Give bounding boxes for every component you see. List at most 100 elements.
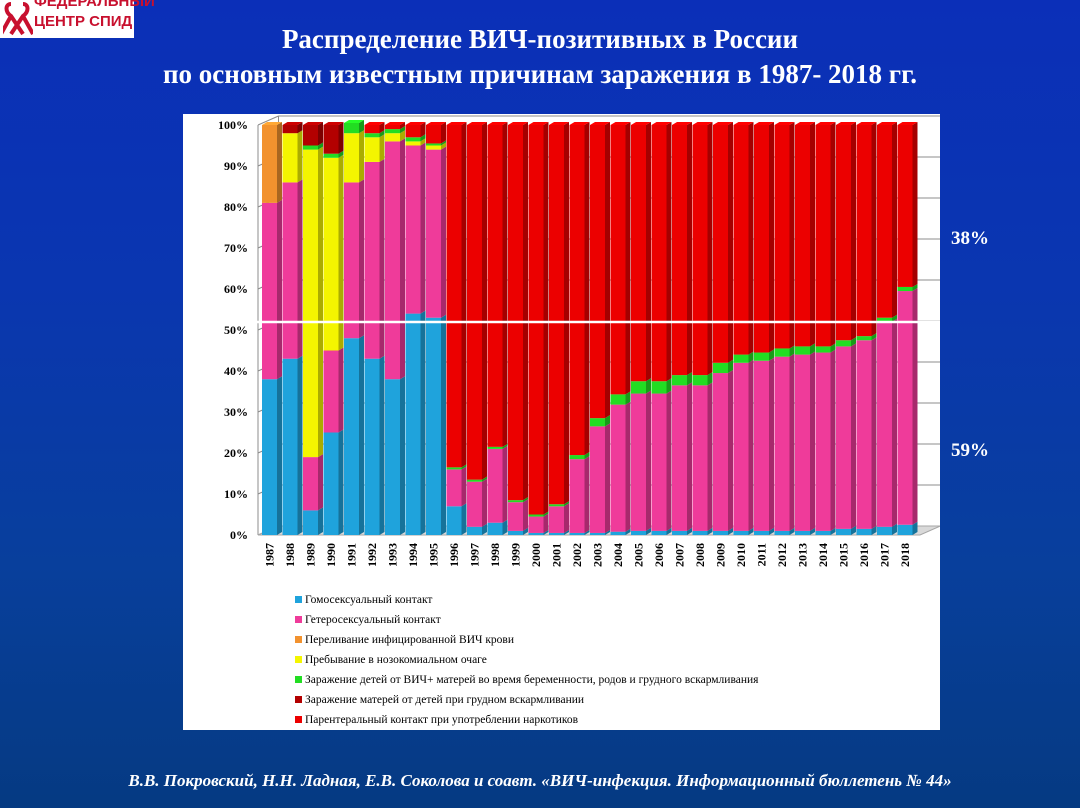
bar-segment-side — [830, 343, 836, 353]
bar-segment-mtc — [303, 145, 318, 150]
bar-segment-homo — [795, 530, 810, 535]
legend-item-drugs: Парентеральный контакт при употреблении … — [295, 710, 758, 730]
bar-segment-drugs — [446, 125, 462, 468]
x-tick-label: 2010 — [734, 543, 748, 567]
bar-top — [282, 122, 303, 125]
x-tick-label: 2001 — [550, 543, 564, 567]
x-tick-label: 2006 — [652, 543, 666, 567]
bar-segment-side — [605, 423, 610, 533]
bar-segment-hetero — [323, 350, 339, 433]
bar-segment-drugs — [754, 125, 769, 353]
bar-segment-side — [810, 527, 815, 535]
bar-segment-nosocomial — [426, 145, 441, 150]
legend-label: Гетеросексуальный контакт — [305, 614, 441, 626]
bar-segment-drugs — [795, 125, 810, 347]
bar-segment-ctm — [282, 125, 298, 134]
bar-top — [364, 122, 385, 125]
bar-segment-homo — [446, 506, 462, 535]
bar-segment-side — [851, 343, 856, 529]
title-line1: Распределение ВИЧ-позитивных в России — [281, 24, 799, 54]
bar-segment-mtc — [549, 504, 564, 507]
y-tick-label: 90% — [224, 159, 248, 173]
bar-segment-homo — [385, 379, 400, 535]
bar-segment-homo — [877, 526, 892, 535]
bar-segment-side — [728, 527, 733, 535]
bar-segment-side — [625, 528, 631, 535]
bar-segment-side — [605, 122, 610, 419]
x-tick-label: 1997 — [468, 543, 482, 567]
bar-segment-hetero — [856, 340, 872, 529]
bar-segment-side — [646, 122, 651, 382]
bar-segment-side — [769, 349, 774, 361]
bar-segment-mtc — [344, 122, 359, 134]
bar-segment-drugs — [877, 125, 892, 318]
bar-segment-hetero — [446, 469, 462, 507]
bar-segment-mtc — [692, 375, 708, 386]
bar-top — [344, 119, 364, 123]
bar-segment-mtc — [426, 143, 441, 146]
bar-top — [754, 122, 774, 125]
bar-top — [385, 122, 405, 125]
bar-segment-hetero — [508, 502, 523, 531]
x-tick-label: 1995 — [427, 543, 441, 567]
bar-segment-side — [441, 146, 446, 318]
bar-segment-homo — [262, 379, 277, 535]
x-tick-label: 2016 — [857, 543, 871, 567]
bar-segment-side — [564, 529, 569, 535]
bar-top — [262, 122, 282, 125]
bar-segment-nosocomial — [303, 149, 318, 458]
bar-segment-homo — [303, 510, 318, 535]
bar-segment-mtc — [590, 418, 605, 427]
bar-segment-side — [277, 199, 282, 380]
x-tick-label: 2013 — [796, 543, 810, 567]
y-tick-label: 30% — [224, 405, 248, 419]
bar-segment-side — [646, 390, 651, 531]
bar-segment-mtc — [795, 346, 810, 355]
bar-segment-side — [687, 527, 692, 535]
legend-item-ctm: Заражение матерей от детей при грудном в… — [295, 690, 758, 710]
bar-segment-homo — [836, 528, 851, 535]
bar-segment-side — [502, 443, 508, 449]
bar-top — [672, 122, 692, 125]
bar-segment-side — [420, 134, 426, 142]
x-tick-label: 2007 — [673, 543, 687, 567]
bar-segment-homo — [610, 531, 626, 535]
y-tick-label: 80% — [224, 200, 248, 214]
bar-segment-side — [851, 122, 856, 341]
bar-segment-drugs — [569, 125, 585, 456]
x-tick-label: 1993 — [386, 543, 400, 567]
y-tick-label: 50% — [224, 323, 248, 337]
bar-top — [487, 122, 508, 125]
bar-segment-side — [359, 130, 364, 183]
bar-segment-side — [666, 122, 672, 382]
bar-segment-side — [666, 390, 672, 531]
bar-top — [446, 122, 467, 125]
legend-label: Гомосексуальный контакт — [305, 594, 433, 606]
bar-top — [610, 122, 631, 125]
x-tick-label: 2009 — [714, 543, 728, 567]
bar-segment-drugs — [836, 125, 851, 341]
gridline — [257, 115, 279, 126]
bar-segment-side — [461, 122, 467, 468]
bar-segment-side — [564, 122, 569, 505]
bar-segment-side — [441, 140, 446, 146]
bar-segment-side — [728, 122, 733, 363]
bar-top — [692, 122, 713, 125]
y-tick-label: 60% — [224, 282, 248, 296]
bar-segment-hetero — [528, 516, 544, 533]
bar-segment-homo — [815, 530, 831, 535]
bar-segment-side — [420, 310, 426, 535]
bar-segment-homo — [672, 530, 687, 535]
bar-top — [323, 122, 344, 125]
bar-segment-side — [646, 527, 651, 535]
bar-segment-hetero — [877, 321, 892, 527]
bar-segment-side — [441, 142, 446, 150]
bar-segment-hetero — [610, 404, 626, 532]
y-tick-label: 10% — [224, 487, 248, 501]
bar-segment-side — [666, 527, 672, 535]
bar-segment-side — [789, 345, 795, 357]
bar-segment-side — [830, 349, 836, 531]
bar-top — [815, 122, 836, 125]
bar-segment-side — [543, 511, 549, 517]
share-label-sexual: 59% — [951, 440, 989, 461]
